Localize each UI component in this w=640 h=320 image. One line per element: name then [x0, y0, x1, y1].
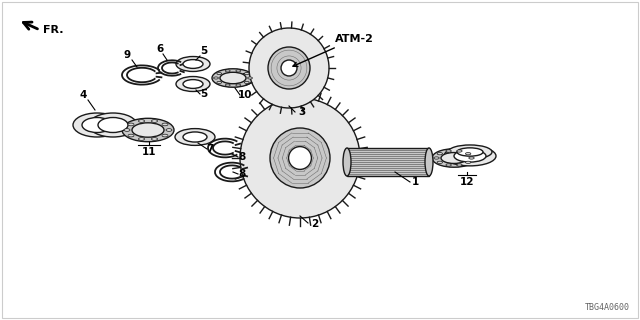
Ellipse shape [432, 149, 476, 167]
Ellipse shape [244, 81, 249, 84]
Ellipse shape [465, 161, 471, 164]
Ellipse shape [166, 129, 172, 131]
Ellipse shape [176, 76, 210, 92]
Ellipse shape [183, 60, 203, 68]
Ellipse shape [225, 70, 230, 72]
Ellipse shape [98, 117, 128, 132]
Bar [347, 148, 429, 176]
Ellipse shape [124, 129, 130, 131]
Ellipse shape [175, 129, 215, 145]
Text: 2: 2 [312, 219, 319, 229]
Circle shape [268, 47, 310, 89]
Ellipse shape [183, 132, 207, 142]
Ellipse shape [444, 146, 496, 166]
Ellipse shape [454, 150, 486, 162]
Text: FR.: FR. [43, 25, 63, 35]
Ellipse shape [73, 113, 121, 137]
Ellipse shape [236, 70, 241, 72]
Ellipse shape [152, 120, 157, 122]
Circle shape [281, 60, 297, 76]
Circle shape [249, 28, 329, 108]
Text: 4: 4 [79, 90, 86, 100]
Text: 8: 8 [238, 152, 246, 162]
Ellipse shape [212, 69, 254, 87]
Ellipse shape [138, 138, 145, 140]
Ellipse shape [122, 118, 174, 142]
Ellipse shape [162, 134, 168, 137]
Text: 9: 9 [124, 50, 131, 60]
Ellipse shape [132, 123, 164, 137]
Ellipse shape [217, 73, 221, 75]
Text: TBG4A0600: TBG4A0600 [585, 303, 630, 312]
Text: 12: 12 [460, 177, 474, 187]
Ellipse shape [82, 117, 112, 132]
Text: 1: 1 [412, 177, 419, 187]
Circle shape [270, 128, 330, 188]
Ellipse shape [225, 84, 230, 86]
Ellipse shape [214, 77, 218, 79]
Circle shape [240, 98, 360, 218]
Ellipse shape [441, 153, 467, 164]
Ellipse shape [128, 134, 134, 137]
Ellipse shape [457, 164, 462, 166]
Text: ATM-2: ATM-2 [293, 34, 374, 67]
Ellipse shape [343, 148, 351, 176]
Ellipse shape [89, 113, 137, 137]
Ellipse shape [457, 150, 462, 152]
Ellipse shape [244, 73, 249, 75]
Ellipse shape [446, 150, 451, 152]
Text: 5: 5 [200, 46, 207, 56]
Ellipse shape [437, 161, 442, 164]
Text: 7: 7 [206, 144, 214, 154]
Ellipse shape [248, 77, 252, 79]
Ellipse shape [448, 145, 492, 159]
Ellipse shape [138, 120, 145, 122]
Ellipse shape [437, 153, 442, 155]
Text: 11: 11 [141, 147, 156, 157]
Text: 8: 8 [238, 169, 246, 179]
Text: 3: 3 [298, 107, 306, 117]
Ellipse shape [220, 72, 246, 84]
Ellipse shape [176, 57, 210, 71]
Ellipse shape [425, 148, 433, 176]
Ellipse shape [217, 81, 221, 84]
Ellipse shape [236, 84, 241, 86]
Ellipse shape [434, 157, 439, 159]
Ellipse shape [128, 123, 134, 126]
Text: 6: 6 [156, 44, 164, 54]
Ellipse shape [457, 148, 483, 156]
Ellipse shape [465, 153, 471, 155]
Ellipse shape [183, 80, 203, 88]
Text: 10: 10 [237, 90, 252, 100]
Ellipse shape [446, 164, 451, 166]
Ellipse shape [152, 138, 157, 140]
Ellipse shape [469, 157, 474, 159]
Text: 5: 5 [200, 89, 207, 99]
Circle shape [289, 147, 312, 169]
Ellipse shape [162, 123, 168, 126]
